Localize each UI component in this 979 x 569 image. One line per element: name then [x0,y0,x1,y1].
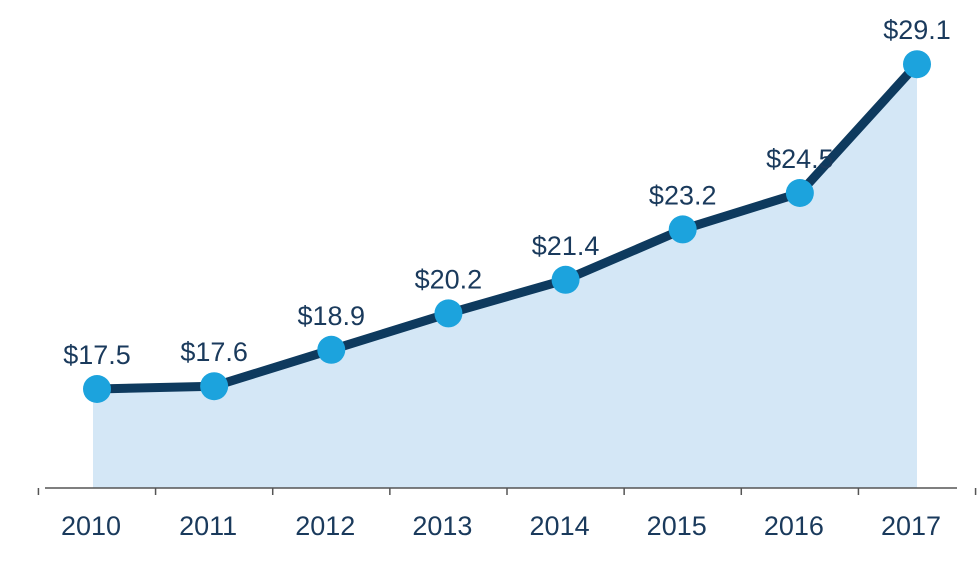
x-tick-label: 2013 [412,511,472,541]
data-markers [83,50,931,403]
data-point [551,265,580,294]
data-point [903,50,931,79]
data-point [317,335,346,364]
data-label: $29.1 [883,15,951,45]
data-point [434,299,463,328]
series-line [92,59,922,394]
x-tick-label: 2014 [530,511,590,541]
data-label: $24.5 [766,144,834,174]
data-labels: $17.5 $17.6 $18.9 $20.2 $21.4 $23.2 $24.5 $29.1 [63,15,951,370]
data-point [200,372,229,401]
x-tick-label: 2015 [647,511,707,541]
data-label: $23.2 [649,180,717,210]
x-tick-labels: 2010 2011 2012 2013 2014 2015 2016 2017 [61,511,941,541]
data-label: $17.5 [63,340,131,370]
x-tick-label: 2011 [179,511,237,541]
x-tick-label: 2012 [295,511,355,541]
area-fill [93,64,917,488]
data-point [785,179,814,207]
x-axis-ticks [37,488,977,495]
data-label: $18.9 [297,301,365,331]
x-tick-label: 2016 [764,511,824,541]
data-label: $21.4 [532,231,600,261]
x-tick-label: 2017 [881,511,941,541]
data-point [83,375,111,403]
x-tick-label: 2010 [61,511,121,541]
data-label: $20.2 [415,264,483,294]
data-point [668,215,697,244]
data-label: $17.6 [180,337,248,367]
